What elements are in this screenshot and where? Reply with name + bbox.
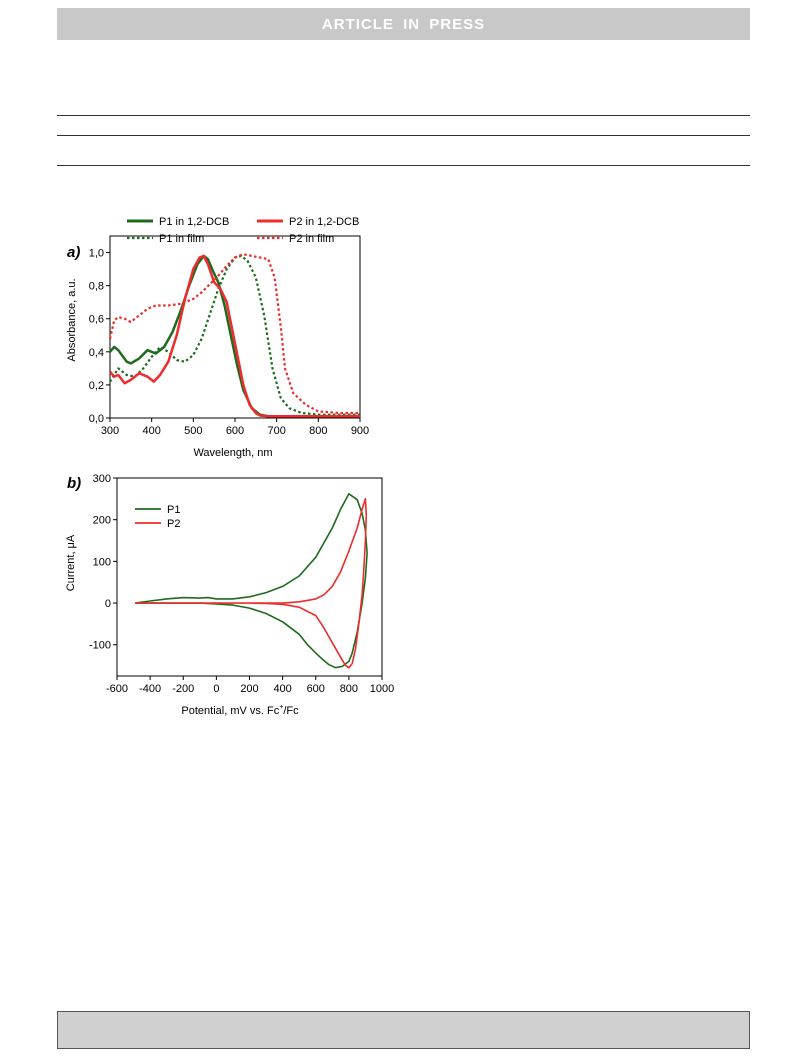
absorbance-y-tick-label: 0,0 bbox=[89, 413, 104, 425]
voltammetry-y-tick-label: 300 bbox=[93, 473, 111, 485]
voltammetry-x-tick-label: 600 bbox=[307, 683, 325, 695]
absorbance-x-tick-label: 700 bbox=[267, 425, 285, 437]
absorbance-x-tick-label: 500 bbox=[184, 425, 202, 437]
voltammetry-series-line-1 bbox=[135, 492, 368, 669]
absorbance-legend-label: P2 in 1,2-DCB bbox=[289, 216, 359, 228]
absorbance-chart: a) P1 in 1,2-DCB P2 in 1,2-DCB P1 in film P… bbox=[66, 216, 369, 459]
article-status-text: ARTICLE IN PRESS bbox=[321, 15, 486, 33]
absorbance-x-tick-label: 900 bbox=[351, 425, 369, 437]
voltammetry-legend-label: P2 bbox=[167, 518, 180, 530]
voltammetry-y-tick-label: 0 bbox=[105, 598, 111, 610]
absorbance-legend-label: P1 in film bbox=[159, 233, 204, 245]
absorbance-legend-label: P1 in 1,2-DCB bbox=[159, 216, 229, 228]
absorbance-x-tick-label: 400 bbox=[142, 425, 160, 437]
voltammetry-y-tick-label: 200 bbox=[93, 515, 111, 527]
voltammetry-x-tick-label: -200 bbox=[172, 683, 194, 695]
absorbance-y-tick-label: 0,4 bbox=[89, 347, 104, 359]
voltammetry-x-tick-label: 0 bbox=[213, 683, 219, 695]
article-status-banner: ARTICLE IN PRESS bbox=[57, 8, 750, 40]
absorbance-series-line-4 bbox=[108, 253, 360, 415]
panel-a-label: a) bbox=[67, 244, 80, 261]
header-rule-bottom bbox=[57, 165, 750, 166]
voltammetry-series-line-2 bbox=[135, 497, 368, 669]
absorbance-plot-frame bbox=[109, 235, 361, 419]
potential-x-axis-label-tail: /Fc bbox=[283, 705, 299, 717]
voltammetry-x-tick-label: 1000 bbox=[370, 683, 394, 695]
potential-x-axis-label-main: Potential, mV vs. Fc bbox=[181, 705, 279, 717]
absorbance-y-axis-label: Absorbance, a.u. bbox=[66, 278, 78, 361]
absorbance-legend-label: P2 in film bbox=[289, 233, 334, 245]
absorbance-x-tick-label: 600 bbox=[226, 425, 244, 437]
absorbance-y-tick-label: 0,2 bbox=[89, 380, 104, 392]
absorbance-y-tick-label: 0,8 bbox=[89, 281, 104, 293]
header-rule-middle bbox=[57, 135, 750, 136]
voltammetry-x-tick-label: -400 bbox=[139, 683, 161, 695]
voltammetry-x-tick-label: 800 bbox=[340, 683, 358, 695]
voltammetry-y-tick-label: 100 bbox=[93, 556, 111, 568]
voltammetry-legend-label: P1 bbox=[167, 504, 180, 516]
voltammetry-x-tick-label: 400 bbox=[273, 683, 291, 695]
absorbance-series-line-3 bbox=[109, 254, 360, 418]
absorbance-series-line-2 bbox=[109, 254, 360, 416]
absorbance-x-tick-label: 800 bbox=[309, 425, 327, 437]
voltammetry-x-tick-label: 200 bbox=[240, 683, 258, 695]
absorbance-x-axis-label: Wavelength, nm bbox=[193, 447, 272, 459]
absorbance-series-line-1 bbox=[109, 254, 360, 418]
absorbance-x-tick-label: 300 bbox=[101, 425, 119, 437]
voltammetry-y-tick-label: -100 bbox=[89, 640, 111, 652]
absorbance-y-tick-label: 0,6 bbox=[89, 314, 104, 326]
absorbance-y-tick-label: 1,0 bbox=[89, 248, 104, 260]
panel-b-label: b) bbox=[67, 475, 81, 492]
potential-x-axis-label: Potential, mV vs. Fc+/Fc bbox=[181, 704, 299, 717]
footer-box bbox=[57, 1011, 750, 1049]
current-y-axis-label: Current, μA bbox=[65, 534, 77, 591]
voltammetry-x-tick-label: -600 bbox=[106, 683, 128, 695]
header-rule-top bbox=[57, 115, 750, 116]
potential-x-axis-label-sup: + bbox=[279, 704, 283, 711]
